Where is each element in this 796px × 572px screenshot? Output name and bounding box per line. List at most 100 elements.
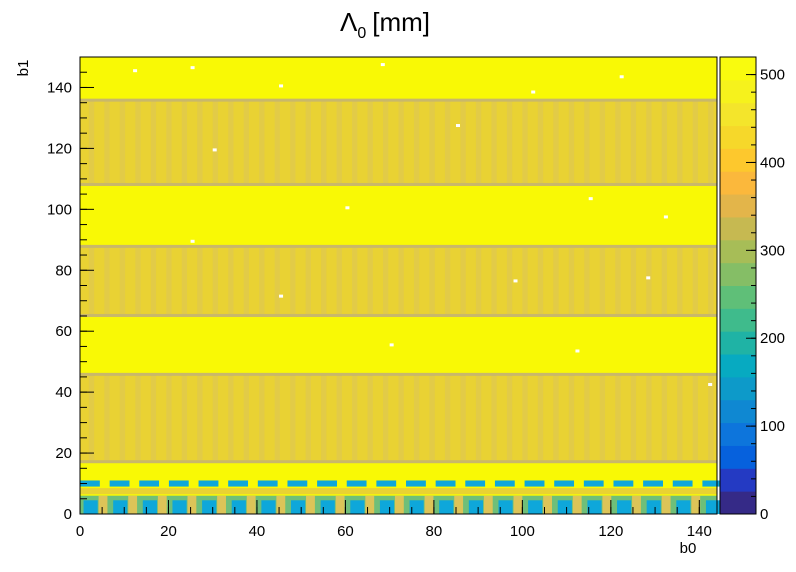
heatmap-outlier-cell: [663, 215, 668, 219]
low-cell: [168, 480, 189, 487]
colorbar-segment: [720, 57, 756, 81]
heatmap-outlier-cell: [456, 124, 461, 128]
low-cell: [494, 480, 515, 487]
low-cell: [202, 500, 217, 514]
low-cell: [455, 480, 466, 487]
band-stripe: [692, 373, 698, 463]
chart-title-unit: [mm]: [372, 7, 430, 37]
low-cell: [454, 495, 464, 514]
band-stripe: [553, 99, 559, 185]
band-stripe: [537, 245, 544, 316]
low-cell: [602, 495, 612, 514]
band-stripe: [630, 245, 637, 316]
band-stripe: [321, 373, 327, 463]
band-stripe: [398, 373, 404, 463]
colorbar-tick-label: 400: [760, 154, 785, 171]
band-stripe: [305, 245, 311, 316]
band-stripe: [491, 245, 497, 316]
low-cell: [465, 480, 486, 487]
low-cell: [83, 500, 98, 514]
band-stripe: [274, 373, 280, 463]
y-tick-label: 140: [47, 79, 72, 96]
band-stripe: [615, 245, 621, 316]
band-stripe: [475, 373, 482, 463]
low-cell: [514, 480, 525, 487]
low-cell: [613, 480, 634, 487]
low-cell: [218, 480, 229, 487]
colorbar-segment: [720, 148, 756, 172]
colorbar-segment: [720, 468, 756, 492]
band-stripe: [553, 373, 559, 463]
band-stripe: [522, 245, 528, 316]
band-stripe: [708, 99, 714, 185]
band-stripe: [630, 373, 637, 463]
band-stripe: [568, 99, 575, 185]
low-cell: [485, 480, 495, 487]
low-cell: [335, 495, 345, 514]
band-edge-bottom: [80, 313, 717, 317]
band-stripe: [290, 245, 296, 316]
low-cell: [583, 480, 604, 487]
band-stripe: [537, 99, 544, 185]
low-cell: [337, 480, 347, 487]
x-tick-label: 120: [598, 523, 623, 540]
low-cell: [366, 480, 377, 487]
heatmap-outlier-cell: [575, 349, 580, 353]
heatmap-outlier-cell: [619, 75, 624, 79]
band-stripe: [475, 99, 482, 185]
band-stripe: [166, 373, 172, 463]
band-stripe: [259, 245, 265, 316]
low-cell: [217, 495, 226, 514]
band-stripe: [104, 373, 110, 463]
band-stripe: [212, 99, 219, 185]
band-stripe: [615, 99, 621, 185]
band-stripe: [119, 99, 126, 185]
band-stripe: [228, 373, 234, 463]
band-stripe: [367, 99, 373, 185]
band-stripe: [181, 99, 188, 185]
band-stripe: [352, 245, 358, 316]
low-cell: [557, 500, 572, 514]
colorbar-tick-label: 0: [760, 506, 768, 523]
y-axis: 0 20 40 60 80 100 120 140: [47, 56, 94, 523]
band-stripe: [290, 99, 296, 185]
x-tick-label: 40: [249, 523, 266, 540]
band-edge-top: [80, 244, 717, 248]
colorbar-tick-label: 300: [760, 242, 785, 259]
low-cell: [80, 480, 100, 487]
band-stripe: [135, 99, 141, 185]
low-cell: [139, 480, 160, 487]
band-stripe: [444, 99, 451, 185]
x-tick-label: 20: [160, 523, 177, 540]
band-stripe: [243, 245, 249, 316]
band-stripe: [646, 245, 652, 316]
low-cell: [435, 480, 456, 487]
band-stripe: [398, 99, 404, 185]
low-cell: [672, 480, 693, 487]
low-cell: [691, 495, 701, 514]
x-tick-label: 80: [426, 523, 443, 540]
band-stripe: [413, 99, 420, 185]
low-cell: [287, 480, 308, 487]
band-stripe: [135, 245, 141, 316]
band-stripe: [88, 373, 95, 463]
low-cell: [306, 495, 315, 514]
low-cell: [544, 480, 555, 487]
low-cell: [346, 480, 367, 487]
low-cell: [705, 500, 721, 514]
band-stripe: [661, 245, 668, 316]
band-stripe: [429, 245, 435, 316]
band-stripe: [692, 245, 698, 316]
plot-area: [79, 56, 733, 515]
low-cell: [129, 480, 140, 487]
band-stripe: [228, 99, 234, 185]
band-stripe: [305, 99, 311, 185]
band-stripe: [522, 99, 528, 185]
band-stripe: [228, 245, 234, 316]
heatmap-outlier-cell: [190, 66, 195, 70]
band-stripe: [166, 245, 172, 316]
band-stripe: [460, 373, 466, 463]
band-stripe: [661, 99, 668, 185]
band-stripe: [352, 99, 358, 185]
low-cell: [574, 480, 584, 487]
